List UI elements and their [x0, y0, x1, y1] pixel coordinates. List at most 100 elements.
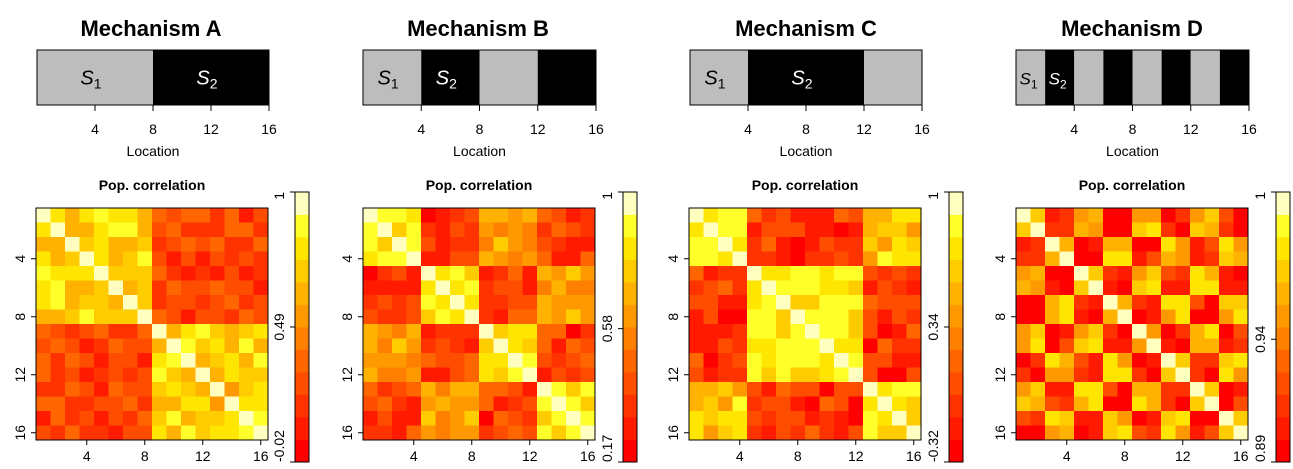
heatmap-cell: [195, 425, 211, 441]
heatmap-cell: [1103, 251, 1118, 267]
heatmap-cell: [1030, 222, 1046, 238]
heatmap-cell: [718, 251, 733, 267]
heatmap-cell: [1045, 280, 1060, 296]
heatmap-cell: [892, 338, 907, 354]
heatmap-cell: [493, 338, 509, 354]
heatmap-cell: [239, 222, 254, 238]
heatmap-cell: [435, 338, 451, 354]
heatmap-cell: [508, 208, 523, 223]
segment-label-subscript: 2: [805, 76, 813, 92]
heatmap-cell: [392, 338, 407, 354]
heatmap-cell: [1175, 295, 1191, 310]
heatmap-cell: [479, 251, 494, 267]
heatmap-title: Pop. correlation: [752, 177, 859, 193]
heatmap-cell: [1045, 309, 1060, 325]
heatmap-cell: [1233, 396, 1249, 412]
location-tick-label: 4: [744, 121, 752, 137]
colorbar-swatch: [623, 417, 637, 440]
heatmap-cell: [1088, 266, 1104, 281]
heatmap-cell: [1088, 208, 1104, 223]
heatmap-cell: [703, 309, 719, 325]
heatmap-cell: [892, 396, 907, 412]
heatmap-cell: [580, 251, 596, 267]
colorbar: -0.32 0.34 1: [925, 191, 964, 463]
heatmap-cell: [703, 396, 719, 412]
colorbar-swatch: [295, 304, 309, 328]
heatmap-cell: [421, 324, 436, 339]
heatmap-cell: [363, 251, 378, 267]
heatmap-cell: [1117, 324, 1133, 339]
heatmap-cell: [181, 309, 196, 325]
heatmap-cell: [892, 266, 907, 281]
colorbar-tick-label: -0.02: [271, 430, 287, 462]
heatmap-cell: [181, 222, 196, 238]
heatmap-cell: [718, 309, 733, 325]
heatmap-cell: [123, 411, 138, 426]
heatmap-cell: [819, 382, 835, 397]
heatmap-cell: [1103, 237, 1118, 252]
heatmap-cell: [508, 396, 523, 412]
heatmap-cell: [805, 280, 820, 296]
heatmap-cell: [1030, 367, 1046, 383]
heatmap-cell: [1103, 382, 1118, 397]
segment: [864, 50, 922, 105]
heatmap-cell: [377, 295, 393, 310]
heatmap-cell: [152, 353, 167, 368]
heatmap-cell: [1146, 353, 1162, 368]
heatmap-cell: [450, 425, 465, 441]
heatmap-cell: [392, 251, 407, 267]
heatmap-cell: [566, 222, 581, 238]
colorbar-swatch: [295, 417, 309, 440]
heatmap-cell: [79, 338, 95, 354]
heatmap-cell: [1088, 382, 1104, 397]
heatmap-cell: [79, 266, 95, 281]
heatmap-cell: [50, 222, 66, 238]
heatmap-cell: [776, 295, 791, 310]
heatmap-cell: [493, 367, 509, 383]
heatmap-cell: [892, 309, 907, 325]
heatmap-cell: [732, 396, 748, 412]
location-axis: 4 8 12 16 Location: [417, 105, 604, 159]
heatmap-cell: [363, 309, 378, 325]
heatmap-cell: [906, 425, 922, 441]
heatmap-cell: [703, 324, 719, 339]
heatmap-cell: [1059, 425, 1075, 441]
heatmap-cell: [1074, 237, 1089, 252]
heatmap-cell: [435, 425, 451, 441]
heatmap-cell: [863, 280, 878, 296]
heatmap-cell: [253, 280, 269, 296]
heatmap-cell: [65, 251, 80, 267]
colorbar-tick-label: 0.94: [1252, 325, 1268, 352]
heatmap-cell: [1059, 295, 1075, 310]
heatmap-cell: [537, 237, 552, 252]
heatmap-cell: [166, 353, 182, 368]
heatmap-cell: [1146, 338, 1162, 354]
heatmap-cell: [406, 353, 422, 368]
heatmap-cell: [790, 295, 806, 310]
heatmap-cell: [392, 237, 407, 252]
heatmap-cell: [36, 237, 51, 252]
heatmap-cell: [195, 280, 211, 296]
heatmap-cell: [1190, 338, 1205, 354]
heatmap-cell: [493, 280, 509, 296]
heatmap-cell: [1045, 324, 1060, 339]
heatmap-x-axis: 4 8 12 16: [410, 440, 596, 464]
heatmap-cell: [522, 411, 538, 426]
heatmap-cell: [1161, 280, 1176, 296]
colorbar-swatch: [1276, 237, 1290, 260]
heatmap-cell: [479, 338, 494, 354]
heatmap-y-tick-label: 8: [12, 313, 28, 321]
heatmap-cell: [166, 251, 182, 267]
heatmap-cell: [522, 208, 538, 223]
heatmap-y-tick-label: 8: [339, 313, 355, 321]
heatmap-title: Pop. correlation: [426, 177, 533, 193]
colorbar-tick-label: -0.32: [925, 430, 941, 462]
heatmap-cell: [1030, 396, 1046, 412]
heatmap-cell: [1219, 324, 1234, 339]
heatmap-cell: [747, 266, 762, 281]
heatmap-y-tick-label: 16: [665, 425, 681, 441]
heatmap-cell: [239, 425, 254, 441]
heatmap-cell: [65, 382, 80, 397]
heatmap-cell: [1161, 222, 1176, 238]
